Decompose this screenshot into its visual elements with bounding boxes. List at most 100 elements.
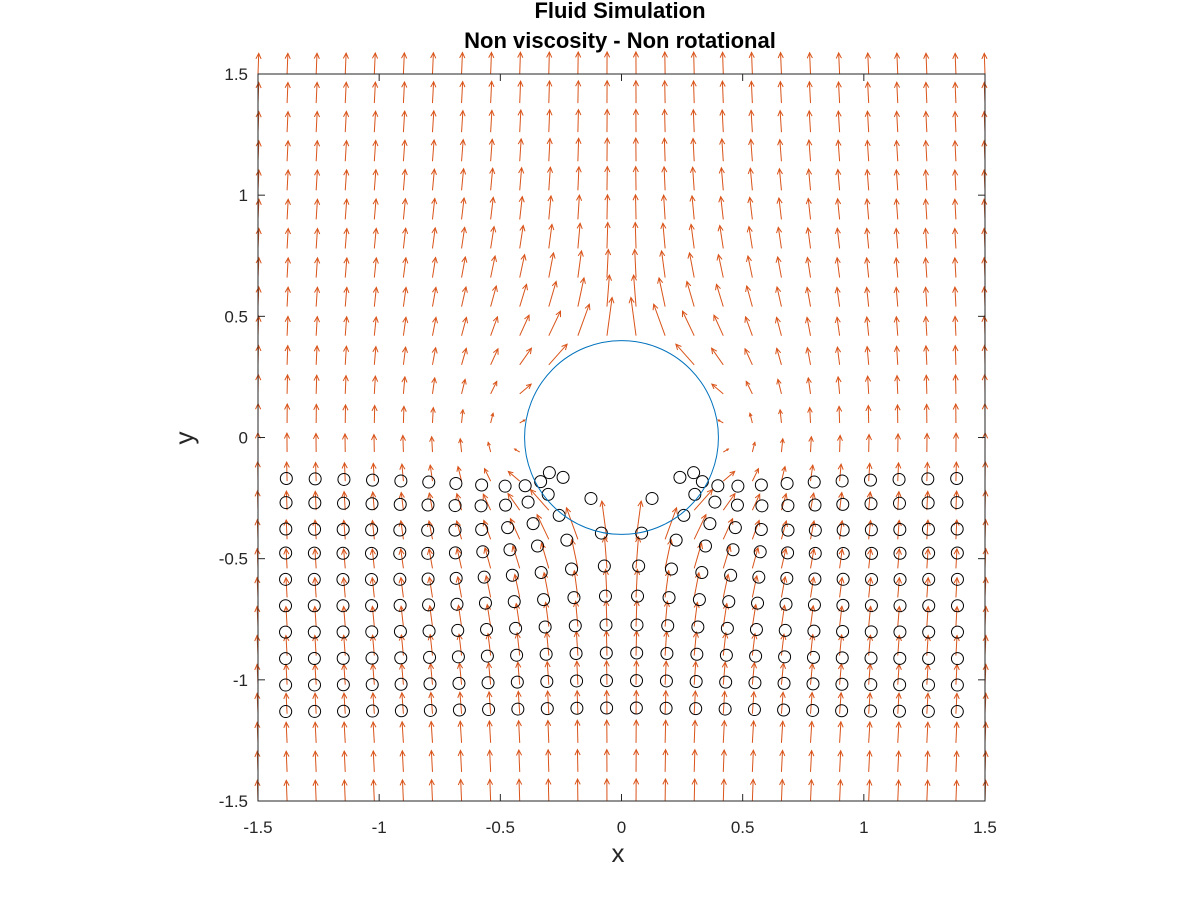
velocity-arrow bbox=[486, 690, 493, 714]
velocity-arrow bbox=[723, 448, 730, 453]
velocity-arrow bbox=[982, 518, 989, 540]
particle bbox=[478, 596, 492, 610]
velocity-arrow bbox=[633, 599, 640, 627]
velocity-arrow bbox=[717, 419, 724, 424]
particle bbox=[865, 546, 879, 560]
velocity-arrow bbox=[461, 316, 469, 336]
particle bbox=[806, 650, 820, 664]
particle bbox=[922, 652, 936, 665]
particle bbox=[307, 625, 321, 639]
velocity-arrow bbox=[953, 750, 960, 772]
velocity-arrow bbox=[866, 462, 873, 482]
particle bbox=[751, 596, 765, 610]
particle bbox=[526, 517, 540, 531]
velocity-arrow bbox=[490, 315, 499, 336]
particle bbox=[659, 701, 673, 715]
velocity-arrow bbox=[922, 256, 929, 278]
particle bbox=[695, 475, 709, 489]
x-tick-label: -1.5 bbox=[243, 818, 272, 837]
velocity-arrow bbox=[745, 284, 753, 307]
velocity-arrow bbox=[461, 347, 468, 365]
velocity-arrow bbox=[924, 692, 931, 714]
velocity-arrow bbox=[751, 519, 761, 540]
velocity-arrow bbox=[689, 166, 697, 191]
velocity-arrow bbox=[952, 402, 959, 423]
particle bbox=[499, 498, 513, 512]
particle bbox=[452, 676, 466, 690]
velocity-arrow bbox=[779, 691, 786, 714]
particle bbox=[503, 543, 517, 557]
particle bbox=[893, 678, 907, 692]
particle bbox=[476, 545, 490, 559]
velocity-arrow bbox=[691, 719, 698, 743]
velocity-arrow bbox=[952, 198, 959, 220]
velocity-arrow bbox=[314, 227, 321, 249]
velocity-arrow bbox=[633, 659, 640, 685]
velocity-arrow bbox=[719, 137, 726, 162]
particle bbox=[569, 646, 583, 660]
velocity-arrow bbox=[343, 110, 350, 133]
velocity-arrow bbox=[751, 546, 760, 569]
velocity-arrow bbox=[255, 227, 262, 249]
velocity-arrow bbox=[751, 632, 758, 656]
velocity-arrow bbox=[399, 662, 406, 685]
velocity-arrow bbox=[312, 605, 319, 627]
velocity-arrow bbox=[283, 663, 290, 685]
velocity-arrow bbox=[254, 663, 261, 685]
velocity-arrow bbox=[634, 568, 641, 598]
particle bbox=[835, 704, 849, 718]
velocity-arrow bbox=[718, 166, 725, 191]
velocity-arrow bbox=[953, 576, 960, 598]
velocity-arrow bbox=[255, 52, 262, 75]
velocity-arrow bbox=[370, 691, 377, 714]
x-tick-label: 0 bbox=[617, 818, 626, 837]
particle bbox=[498, 479, 512, 493]
velocity-arrow bbox=[488, 80, 495, 104]
velocity-arrow bbox=[981, 110, 988, 133]
velocity-arrow bbox=[548, 310, 562, 336]
velocity-arrow bbox=[457, 778, 464, 802]
velocity-arrow bbox=[663, 630, 670, 656]
velocity-arrow bbox=[515, 661, 522, 685]
velocity-arrow bbox=[372, 256, 379, 278]
velocity-arrow bbox=[455, 575, 463, 598]
velocity-arrow bbox=[457, 691, 464, 714]
velocity-arrow bbox=[575, 79, 582, 104]
particle bbox=[893, 651, 907, 665]
velocity-arrow bbox=[372, 315, 379, 336]
particle bbox=[475, 478, 489, 492]
velocity-arrow bbox=[981, 315, 988, 336]
velocity-arrow bbox=[837, 691, 844, 714]
velocity-arrow bbox=[751, 441, 756, 453]
velocity-arrow bbox=[662, 660, 669, 685]
particle bbox=[567, 591, 581, 605]
velocity-arrow bbox=[663, 600, 670, 627]
velocity-arrow bbox=[254, 576, 261, 598]
velocity-arrow bbox=[632, 108, 639, 133]
particle bbox=[692, 593, 706, 607]
velocity-arrow bbox=[342, 403, 349, 423]
particle bbox=[661, 619, 675, 633]
velocity-arrow bbox=[507, 470, 521, 482]
velocity-arrow bbox=[775, 347, 782, 365]
particle bbox=[565, 562, 579, 576]
velocity-arrow bbox=[372, 345, 379, 365]
particle bbox=[365, 651, 379, 665]
velocity-arrow bbox=[430, 51, 437, 75]
velocity-arrow bbox=[804, 286, 812, 307]
velocity-arrow bbox=[834, 286, 841, 307]
velocity-arrow bbox=[837, 749, 844, 772]
velocity-arrow bbox=[893, 81, 901, 104]
velocity-arrow bbox=[721, 690, 728, 714]
velocity-arrow bbox=[372, 375, 379, 394]
velocity-arrow bbox=[431, 376, 437, 394]
velocity-arrow bbox=[720, 748, 728, 772]
velocity-arrow bbox=[312, 779, 319, 802]
velocity-arrow bbox=[722, 492, 736, 511]
particle bbox=[719, 648, 733, 662]
velocity-arrow bbox=[428, 691, 435, 714]
particle bbox=[422, 624, 436, 638]
velocity-arrow bbox=[719, 51, 726, 75]
velocity-arrow bbox=[922, 286, 929, 307]
particle bbox=[677, 508, 691, 522]
